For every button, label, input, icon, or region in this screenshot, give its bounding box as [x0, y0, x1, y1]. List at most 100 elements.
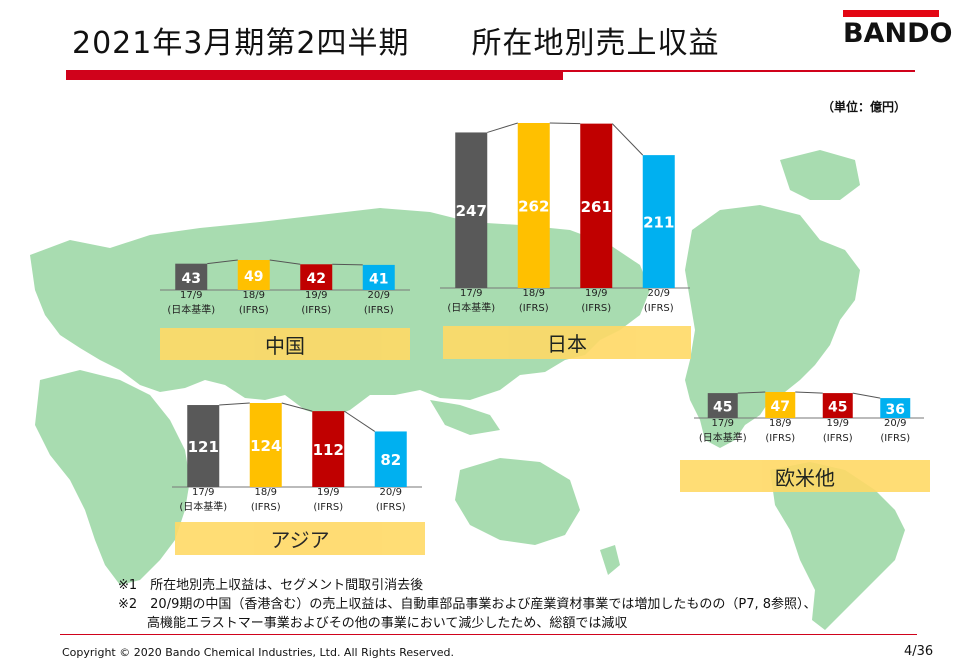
category-label: (IFRS): [644, 303, 674, 314]
region-band-west: 欧米他: [680, 460, 930, 492]
category-label: (IFRS): [313, 502, 343, 513]
bar-value-label: 121: [188, 438, 219, 456]
connector-line: [332, 263, 363, 266]
chart-svg-1: 247 17/9 (日本基準) 262 18/9 (IFRS) 261 19/9 (IFRS) 2…: [440, 122, 690, 314]
category-label: 17/9: [180, 290, 202, 301]
connector-line: [219, 402, 250, 406]
category-label: 20/9: [648, 288, 670, 299]
chart-svg-3: 45 17/9 (日本基準) 47 18/9 (IFRS) 45 19/9 (IFRS) 3620…: [694, 391, 924, 444]
connector-line: [795, 391, 823, 394]
region-label-china: 中国: [265, 333, 305, 358]
category-label: 17/9: [712, 418, 734, 429]
region-label-asia: アジア: [270, 528, 330, 552]
chart-china: 43 17/9 (日本基準) 49 18/9 (IFRS) 42 19/9 (IFRS) 41 20…: [160, 240, 410, 334]
bar-中国-3: [362, 264, 395, 290]
category-label: 18/9: [769, 418, 791, 429]
page-title: 2021年3月期第2四半期 所在地別売上収益: [72, 26, 720, 61]
bar-value-label: 82: [380, 451, 401, 469]
category-label: 19/9: [827, 418, 849, 429]
connector-line: [852, 392, 881, 399]
bar-value-label: 42: [307, 271, 326, 287]
bar-value-label: 36: [886, 402, 905, 418]
bar-value-label: 211: [643, 214, 674, 232]
bar-中国-2: [300, 264, 333, 290]
category-label: 18/9: [243, 290, 265, 301]
bar-日本-3: [642, 155, 675, 288]
logo-bar: [843, 10, 939, 17]
category-label: (IFRS): [251, 502, 281, 513]
bar-value-label: 261: [581, 198, 612, 216]
bar-value-label: 41: [369, 271, 388, 287]
category-label: (IFRS): [823, 433, 853, 444]
title-underline-thick: [66, 70, 563, 80]
footnotes: ※1 所在地別売上収益は、セグメント間取引消去後 ※2 20/9期の中国（香港含…: [118, 576, 817, 633]
category-label: (IFRS): [239, 305, 269, 316]
footnote-1: ※1 所在地別売上収益は、セグメント間取引消去後: [118, 578, 424, 593]
category-label: (IFRS): [301, 305, 331, 316]
connector-line: [737, 391, 766, 394]
bar-アジア-0: [187, 405, 220, 487]
bar-value-label: 45: [713, 400, 732, 416]
bar-アジア-2: [312, 411, 345, 487]
category-label: (IFRS): [880, 433, 910, 444]
bar-日本-1: [517, 123, 550, 288]
region-label-japan: 日本: [547, 332, 587, 356]
unit-label: （単位：億円）: [822, 100, 907, 114]
chart-asia: 121 17/9 (日本基準) 124 18/9 (IFRS) 112 19/9 (IFRS) 8…: [172, 395, 422, 531]
category-label: (IFRS): [765, 433, 795, 444]
bar-欧米他-1: [765, 392, 796, 418]
category-label: 20/9: [884, 418, 906, 429]
footer-rule: [60, 634, 917, 635]
bar-value-label: 43: [182, 271, 201, 287]
title-underline-thin: [563, 70, 915, 72]
bar-value-label: 262: [518, 198, 549, 216]
category-label: (IFRS): [519, 303, 549, 314]
region-band-china: 中国: [160, 328, 410, 360]
bar-value-label: 49: [244, 269, 263, 285]
chart-west: 45 17/9 (日本基準) 47 18/9 (IFRS) 45 19/9 (IFRS) 36 20…: [694, 380, 924, 462]
connector-line: [207, 259, 238, 265]
category-label: 18/9: [255, 487, 277, 498]
bar-アジア-1: [249, 403, 282, 487]
bar-value-label: 47: [771, 399, 790, 415]
category-label: 18/9: [523, 288, 545, 299]
page-number: 4/36: [904, 644, 934, 659]
bando-logo: BANDO: [843, 10, 952, 54]
category-label: (IFRS): [364, 305, 394, 316]
category-label: 19/9: [585, 288, 607, 299]
bar-日本-0: [455, 132, 488, 288]
bar-中国-0: [175, 263, 208, 290]
connector-line: [281, 402, 313, 412]
bar-value-label: 247: [456, 202, 487, 220]
chart-svg-0: 43 17/9 (日本基準) 49 18/9 (IFRS) 42 19/9 (IFRS) 41 20…: [160, 259, 410, 316]
category-label: (日本基準): [699, 431, 747, 444]
category-label: (日本基準): [447, 301, 495, 314]
category-label: 20/9: [368, 290, 390, 301]
footnote-2: ※2 20/9期の中国（香港含む）の売上収益は、自動車部品事業および産業資材事業…: [118, 597, 817, 612]
bar-value-label: 112: [313, 441, 344, 459]
region-label-west: 欧米他: [775, 465, 835, 490]
bar-value-label: 124: [250, 437, 281, 455]
bar-日本-2: [580, 123, 613, 289]
bar-value-label: 45: [828, 400, 847, 416]
copyright: Copyright © 2020 Bando Chemical Industri…: [62, 646, 454, 659]
category-label: 19/9: [317, 487, 339, 498]
category-label: 19/9: [305, 290, 327, 301]
category-label: (IFRS): [581, 303, 611, 314]
bar-アジア-3: [374, 431, 407, 487]
category-label: 20/9: [380, 487, 402, 498]
category-label: (IFRS): [376, 502, 406, 513]
chart-svg-2: 121 17/9 (日本基準) 124 18/9 (IFRS) 112 19/9 (IFRS) 8…: [172, 402, 422, 513]
chart-japan: 247 17/9 (日本基準) 262 18/9 (IFRS) 261 19/9 (IFRS) 2…: [440, 110, 690, 332]
connector-line: [343, 410, 376, 432]
logo-text: BANDO: [843, 18, 953, 49]
connector-line: [611, 123, 644, 156]
region-band-asia: アジア: [175, 522, 425, 555]
bar-欧米他-3: [880, 398, 911, 418]
category-label: 17/9: [460, 288, 482, 299]
region-band-japan: 日本: [443, 326, 691, 359]
bar-欧米他-2: [822, 393, 853, 418]
connector-line: [269, 259, 301, 265]
bar-欧米他-0: [707, 393, 738, 418]
